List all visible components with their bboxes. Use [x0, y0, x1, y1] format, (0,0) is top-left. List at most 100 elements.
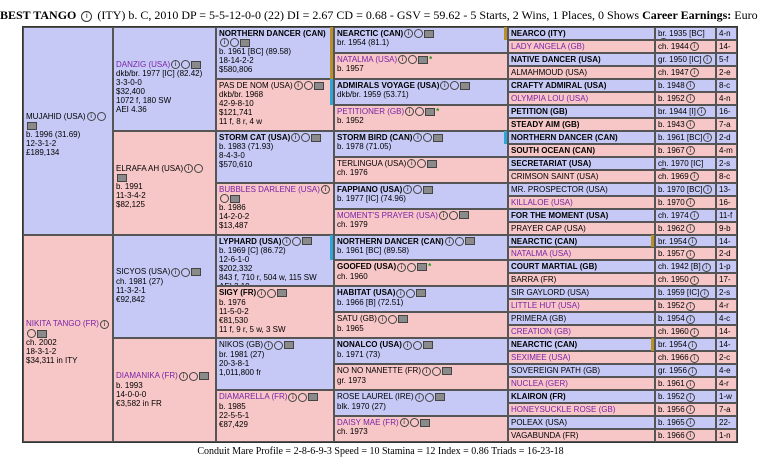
flag-icon[interactable]	[464, 237, 475, 246]
horse-name[interactable]: DANZIG (USA)	[116, 59, 171, 69]
info-icon[interactable]: i	[689, 327, 699, 337]
horse-name[interactable]: NUCLEA (GER)	[511, 379, 568, 389]
horse-name[interactable]: LITTLE HUT (USA)	[511, 301, 580, 311]
flag-icon[interactable]	[419, 418, 430, 427]
pedigree-cell-g2[interactable]: DANZIG (USA) i dkb/br. 1977 [IC] (82.42) 3-…	[113, 27, 216, 131]
pedigree-cell-g5[interactable]: POLEAX (USA)	[508, 416, 655, 430]
pedigree-cell-g4[interactable]: PETITIONER (GB) i * b. 1952	[334, 104, 508, 131]
pedigree-cell-g5[interactable]: SOUTH OCEAN (CAN)	[508, 143, 655, 157]
search-icon[interactable]	[303, 81, 313, 91]
pedigree-cell-g4[interactable]: SATU (GB) i b. 1965	[334, 312, 508, 339]
info-icon[interactable]: i	[86, 112, 96, 122]
flag-icon[interactable]	[191, 60, 202, 69]
pedigree-cell-g3[interactable]: BUBBLES DARLENE (USA) i b. 1986 14-2-0-2 $13…	[216, 182, 334, 235]
search-icon[interactable]	[417, 159, 427, 169]
info-icon[interactable]: i	[99, 319, 109, 329]
flag-icon[interactable]	[425, 107, 436, 116]
info-icon[interactable]: i	[438, 210, 448, 220]
pedigree-cell-g5[interactable]: PRIMERA (GB)	[508, 312, 655, 326]
pedigree-cell-g2[interactable]: SICYOS (USA) i ch. 1981 (27) 11-3-2-1 €92,84…	[113, 234, 216, 339]
horse-name[interactable]: SEXIMEE (USA)	[511, 353, 571, 363]
search-icon[interactable]	[298, 392, 308, 402]
info-icon[interactable]: i	[398, 55, 408, 65]
info-icon[interactable]: i	[685, 197, 695, 207]
horse-name[interactable]: HONEYSUCKLE ROSE (GB)	[511, 405, 616, 415]
pedigree-cell-g5[interactable]: SOVEREIGN PATH (GB)	[508, 364, 655, 378]
info-icon[interactable]: i	[703, 133, 713, 143]
pedigree-cell-g4[interactable]: DAISY MAE (FR) i ch. 1973	[334, 416, 508, 442]
pedigree-cell-g2[interactable]: DIAMANIKA (FR) i b. 1993 14-0-0-0 €3,582 in …	[113, 338, 216, 442]
info-icon[interactable]: i	[685, 249, 695, 259]
info-icon[interactable]: i	[404, 29, 414, 39]
search-icon[interactable]	[181, 267, 191, 277]
pedigree-cell-g3[interactable]: DIAMARELLA (FR) i b. 1985 22-5-5-1 €87,429	[216, 390, 334, 442]
horse-name[interactable]: PETITIONER (GB)	[337, 106, 405, 116]
info-icon[interactable]: i	[293, 81, 303, 91]
search-icon[interactable]	[387, 314, 397, 324]
flag-icon[interactable]	[230, 194, 240, 203]
pedigree-cell-g5[interactable]: MR. PROSPECTOR (USA)	[508, 182, 655, 196]
info-icon[interactable]: i	[399, 418, 409, 428]
pedigree-cell-g4[interactable]: NONALCO (USA) i b. 1971 (73)	[334, 338, 508, 365]
info-icon[interactable]: i	[685, 301, 695, 311]
info-icon[interactable]: i	[403, 185, 413, 195]
info-icon[interactable]: i	[184, 164, 194, 174]
horse-name[interactable]: DIAMANIKA (FR)	[116, 371, 178, 381]
search-icon[interactable]	[413, 185, 423, 195]
flag-icon[interactable]	[240, 38, 250, 47]
pedigree-cell-g5[interactable]: COURT MARTIAL (GB)	[508, 260, 655, 274]
flag-icon[interactable]	[458, 211, 469, 220]
info-icon[interactable]: i	[220, 38, 229, 48]
flag-icon[interactable]	[397, 315, 408, 324]
pedigree-cell-g3[interactable]: SIGY (FR) i b. 1976 11-5-0-2 €81,530 11 f, 9 …	[216, 286, 334, 339]
info-icon[interactable]: i	[320, 185, 330, 195]
info-icon[interactable]: i	[402, 340, 412, 350]
info-icon[interactable]: i	[703, 185, 713, 195]
pedigree-cell-g5[interactable]: NEARCTIC (CAN)	[508, 338, 655, 352]
horse-name[interactable]: KILLALOE (USA)	[511, 197, 573, 207]
search-icon[interactable]	[27, 329, 36, 339]
flag-icon[interactable]	[37, 329, 47, 338]
info-icon[interactable]: i	[282, 236, 292, 246]
horse-name[interactable]: DIAMARELLA (FR)	[219, 392, 288, 402]
search-icon[interactable]	[181, 60, 191, 70]
pedigree-cell-g4[interactable]: MOMENT'S PRAYER (USA) i ch. 1979	[334, 208, 508, 235]
search-icon[interactable]	[450, 81, 460, 91]
info-icon[interactable]: i	[689, 68, 699, 78]
pedigree-cell-g5[interactable]: LADY ANGELA (GB)	[508, 39, 655, 53]
info-icon[interactable]: i	[414, 392, 424, 402]
info-icon[interactable]: i	[685, 223, 695, 233]
pedigree-cell-g5[interactable]: KLAIRON (FR)	[508, 390, 655, 404]
info-icon[interactable]: i	[700, 288, 710, 298]
search-icon[interactable]	[454, 236, 464, 246]
flag-icon[interactable]	[442, 367, 452, 376]
info-icon[interactable]: i	[689, 353, 699, 363]
pedigree-cell-g4[interactable]: GOOFED (USA) i * ch. 1960	[334, 260, 508, 287]
flag-icon[interactable]	[277, 289, 288, 298]
pedigree-cell-g4[interactable]: NORTHERN DANCER (CAN) i b. 1961 [BC] (89.5…	[334, 234, 508, 261]
pedigree-cell-g5[interactable]: NATIVE DANCER (USA)	[508, 52, 655, 66]
pedigree-cell-g4[interactable]: FAPPIANO (USA) i b. 1977 [IC] (74.96)	[334, 182, 508, 209]
pedigree-cell-g5[interactable]: SEXIMEE (USA)	[508, 351, 655, 365]
horse-name[interactable]: DAISY MAE (FR)	[337, 418, 399, 428]
flag-icon[interactable]	[423, 185, 434, 194]
horse-name[interactable]: BUBBLES DARLENE (USA)	[219, 184, 320, 194]
horse-name[interactable]: MOMENT'S PRAYER (USA)	[337, 210, 438, 220]
info-icon[interactable]: i	[291, 133, 301, 143]
search-icon[interactable]	[406, 288, 416, 298]
flag-icon[interactable]	[416, 289, 427, 298]
search-icon[interactable]	[415, 107, 425, 117]
pedigree-cell-g5[interactable]: NORTHERN DANCER (CAN)	[508, 130, 655, 144]
flag-icon[interactable]	[433, 133, 444, 142]
info-icon[interactable]: i	[687, 236, 697, 246]
search-icon[interactable]	[412, 340, 422, 350]
flag-icon[interactable]	[284, 341, 295, 350]
flag-icon[interactable]	[191, 268, 202, 277]
pedigree-cell-g3[interactable]: PAS DE NOM (USA) i dkb/br. 1968 42-9-8-10 $1…	[216, 78, 334, 131]
info-icon[interactable]: i	[377, 314, 387, 324]
pedigree-cell-g4[interactable]: STORM BIRD (CAN) i b. 1978 (71.05)	[334, 130, 508, 157]
info-icon[interactable]: i	[685, 94, 695, 104]
pedigree-cell-g3[interactable]: NORTHERN DANCER (CAN)i b. 1961 [BC] (89.5…	[216, 27, 334, 79]
pedigree-cell-g4[interactable]: ROSE LAUREL (IRE) i blk. 1970 (27)	[334, 390, 508, 417]
info-icon[interactable]: i	[687, 366, 697, 376]
